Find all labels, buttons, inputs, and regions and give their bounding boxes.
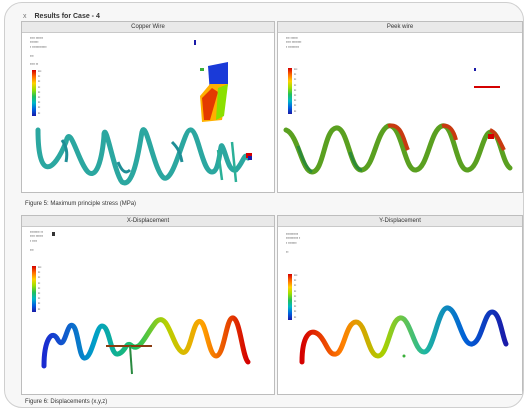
panel-y-displacement: Y-Displacement ▪▪▪▪▪▪▪▪▪▪ ▪▪▪▪▪▪▪▪▪▪ ▪ ▪… xyxy=(277,215,523,395)
coil-mesh xyxy=(60,139,184,174)
legend-ticks: ▪▪▪ ▪▪ ▪▪ ▪▪ ▪▪ ▪▪ ▪▪ ▪▪ ▪▪ xyxy=(38,69,42,115)
panel-title: Peek wire xyxy=(278,22,522,33)
node-marker xyxy=(402,354,406,358)
colorbar xyxy=(288,274,292,320)
plot-info-text: ▪▪▪ ▪▪▪▪▪▪ ▪▪▪▪ ▪▪▪▪▪▪▪▪ ▪ ▪▪▪▪▪▪▪▪▪ xyxy=(286,36,302,49)
copper-wire-plot xyxy=(35,40,252,186)
figure5-caption: Figure 5: Maximum principle stress (MPa) xyxy=(25,201,137,207)
axis-marker xyxy=(474,86,500,88)
coil-mesh xyxy=(387,123,506,151)
coil-lead xyxy=(129,345,133,375)
axis-marker xyxy=(52,232,55,236)
load-marker xyxy=(248,156,252,160)
y-displacement-plot xyxy=(299,305,509,365)
window-title: Results for Case - 4 xyxy=(34,12,100,20)
coil-mesh xyxy=(35,127,251,186)
colorbar xyxy=(32,266,36,312)
axis-marker xyxy=(200,68,204,71)
mesh-block xyxy=(216,84,228,120)
figure6-caption: Figure 6: Displacements (x,y,z) xyxy=(25,399,108,405)
coil-mesh xyxy=(296,145,363,174)
mesh-block xyxy=(202,88,218,120)
window-titlebar: x Results for Case - 4 xyxy=(23,11,100,21)
x-displacement-plot xyxy=(41,232,251,375)
plot-info-text: ▪▪▪▪▪▪▪▪ ▪▪ ▪▪▪▪ ▪▪▪▪▪▪ ▪ ▪▪▪▪ ▪▪▪ xyxy=(30,230,43,252)
coil-mesh xyxy=(283,123,513,175)
panel-copper-wire: Copper Wire ▪▪▪▪ ▪▪▪▪▪▪ ▪▪▪▪▪▪▪ ▪ ▪▪▪▪▪▪… xyxy=(21,21,275,193)
coil-lead xyxy=(216,141,238,183)
legend-ticks: ▪▪▪ ▪▪ ▪▪ ▪▪ ▪▪ ▪▪ ▪▪ ▪▪ ▪▪ xyxy=(294,273,298,319)
close-icon[interactable]: x xyxy=(23,12,27,20)
load-marker xyxy=(246,153,252,158)
coil-mesh xyxy=(41,315,251,369)
coil-mesh xyxy=(299,305,509,365)
results-window: x Results for Case - 4 Copper Wire ▪▪▪▪ … xyxy=(4,2,524,408)
load-marker xyxy=(488,134,494,139)
panel-peek-wire: Peek wire ▪▪▪ ▪▪▪▪▪▪ ▪▪▪▪ ▪▪▪▪▪▪▪▪ ▪ ▪▪▪… xyxy=(277,21,523,193)
legend-ticks: ▪▪▪ ▪▪ ▪▪ ▪▪ ▪▪ ▪▪ ▪▪ ▪▪ ▪▪ xyxy=(38,265,42,311)
axis-marker xyxy=(194,40,196,45)
panel-title: Copper Wire xyxy=(22,22,274,33)
plot-info-text: ▪▪▪▪ ▪▪▪▪▪▪ ▪▪▪▪▪▪▪ ▪ ▪▪▪▪▪▪▪▪▪▪▪▪ ▪▪▪ ▪… xyxy=(30,36,47,67)
panel-x-displacement: X-Displacement ▪▪▪▪▪▪▪▪ ▪▪ ▪▪▪▪ ▪▪▪▪▪▪ ▪… xyxy=(21,215,275,395)
legend-ticks: ▪▪▪ ▪▪ ▪▪ ▪▪ ▪▪ ▪▪ ▪▪ ▪▪ ▪▪ xyxy=(294,67,298,113)
plot-info-text: ▪▪▪▪▪▪▪▪▪▪ ▪▪▪▪▪▪▪▪▪▪ ▪ ▪ ▪▪▪▪▪▪▪ ▪▪ xyxy=(286,232,301,254)
panel-title: X-Displacement xyxy=(22,216,274,227)
panel-title: Y-Displacement xyxy=(278,216,522,227)
axis-marker xyxy=(474,68,476,71)
colorbar xyxy=(288,68,292,114)
colorbar xyxy=(32,70,36,116)
peek-wire-plot xyxy=(283,68,513,175)
